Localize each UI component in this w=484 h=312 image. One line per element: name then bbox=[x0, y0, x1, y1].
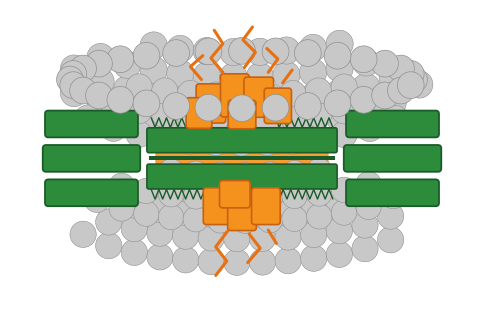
Circle shape bbox=[300, 59, 327, 86]
Circle shape bbox=[114, 51, 141, 78]
FancyBboxPatch shape bbox=[45, 179, 138, 206]
Circle shape bbox=[177, 128, 204, 154]
Circle shape bbox=[326, 217, 352, 244]
Circle shape bbox=[195, 38, 222, 65]
Circle shape bbox=[275, 200, 301, 227]
Circle shape bbox=[305, 102, 332, 128]
Circle shape bbox=[198, 201, 225, 227]
Circle shape bbox=[306, 204, 332, 229]
Circle shape bbox=[177, 104, 204, 130]
FancyBboxPatch shape bbox=[221, 74, 249, 117]
Circle shape bbox=[249, 178, 275, 204]
Circle shape bbox=[147, 196, 173, 223]
FancyBboxPatch shape bbox=[43, 145, 140, 172]
Circle shape bbox=[275, 224, 301, 250]
Circle shape bbox=[401, 66, 427, 93]
Circle shape bbox=[100, 91, 127, 118]
Circle shape bbox=[257, 207, 283, 233]
Circle shape bbox=[163, 93, 190, 119]
FancyBboxPatch shape bbox=[264, 88, 291, 124]
Circle shape bbox=[208, 162, 233, 188]
Circle shape bbox=[228, 37, 256, 64]
Circle shape bbox=[172, 176, 199, 202]
Circle shape bbox=[140, 32, 167, 59]
Circle shape bbox=[126, 97, 152, 124]
Circle shape bbox=[294, 93, 321, 119]
Circle shape bbox=[352, 73, 380, 100]
FancyBboxPatch shape bbox=[203, 188, 233, 225]
Circle shape bbox=[158, 182, 184, 207]
Circle shape bbox=[107, 46, 134, 73]
Circle shape bbox=[193, 86, 220, 114]
Circle shape bbox=[228, 130, 255, 156]
Circle shape bbox=[151, 78, 178, 104]
Circle shape bbox=[246, 87, 273, 115]
Circle shape bbox=[326, 241, 352, 267]
Circle shape bbox=[166, 35, 194, 63]
Circle shape bbox=[166, 109, 194, 136]
Circle shape bbox=[331, 121, 357, 148]
Circle shape bbox=[70, 221, 96, 247]
Circle shape bbox=[378, 203, 404, 229]
Circle shape bbox=[203, 105, 229, 132]
Circle shape bbox=[254, 105, 280, 132]
Circle shape bbox=[262, 38, 289, 65]
Circle shape bbox=[294, 40, 321, 66]
Circle shape bbox=[262, 94, 289, 121]
Ellipse shape bbox=[156, 82, 328, 235]
Circle shape bbox=[60, 55, 88, 82]
Circle shape bbox=[300, 108, 327, 135]
Circle shape bbox=[379, 64, 407, 91]
Circle shape bbox=[121, 239, 148, 266]
Circle shape bbox=[326, 104, 353, 131]
Circle shape bbox=[380, 183, 406, 209]
Circle shape bbox=[305, 125, 332, 152]
Circle shape bbox=[273, 86, 300, 113]
Circle shape bbox=[352, 212, 378, 238]
Circle shape bbox=[193, 37, 220, 65]
Bar bbox=[149, 157, 335, 160]
Circle shape bbox=[257, 185, 283, 210]
Circle shape bbox=[220, 38, 247, 66]
FancyBboxPatch shape bbox=[196, 84, 226, 123]
Circle shape bbox=[100, 115, 127, 141]
Circle shape bbox=[96, 209, 122, 235]
Circle shape bbox=[254, 82, 280, 108]
Circle shape bbox=[232, 185, 258, 211]
Circle shape bbox=[121, 192, 148, 218]
Circle shape bbox=[86, 82, 112, 109]
Circle shape bbox=[324, 42, 351, 69]
Circle shape bbox=[388, 55, 414, 82]
Circle shape bbox=[306, 181, 332, 206]
FancyBboxPatch shape bbox=[227, 196, 257, 231]
Circle shape bbox=[198, 248, 225, 275]
Circle shape bbox=[140, 56, 167, 84]
FancyBboxPatch shape bbox=[147, 128, 337, 153]
FancyBboxPatch shape bbox=[220, 181, 250, 208]
Circle shape bbox=[133, 42, 160, 69]
Circle shape bbox=[203, 82, 229, 108]
Circle shape bbox=[147, 244, 173, 270]
FancyBboxPatch shape bbox=[228, 100, 256, 129]
Circle shape bbox=[172, 199, 199, 226]
Circle shape bbox=[397, 72, 424, 99]
Circle shape bbox=[331, 74, 357, 100]
Circle shape bbox=[114, 76, 141, 103]
Circle shape bbox=[114, 100, 141, 127]
Circle shape bbox=[183, 161, 209, 186]
Circle shape bbox=[140, 105, 167, 133]
Circle shape bbox=[352, 236, 378, 262]
Circle shape bbox=[249, 249, 275, 275]
Circle shape bbox=[60, 72, 87, 99]
Circle shape bbox=[163, 40, 190, 66]
Circle shape bbox=[193, 111, 220, 138]
Circle shape bbox=[172, 247, 199, 273]
FancyBboxPatch shape bbox=[147, 164, 337, 189]
Circle shape bbox=[275, 177, 301, 203]
Circle shape bbox=[220, 112, 247, 139]
Circle shape bbox=[151, 125, 178, 151]
Circle shape bbox=[183, 184, 209, 209]
Circle shape bbox=[282, 183, 307, 209]
Circle shape bbox=[224, 226, 250, 252]
